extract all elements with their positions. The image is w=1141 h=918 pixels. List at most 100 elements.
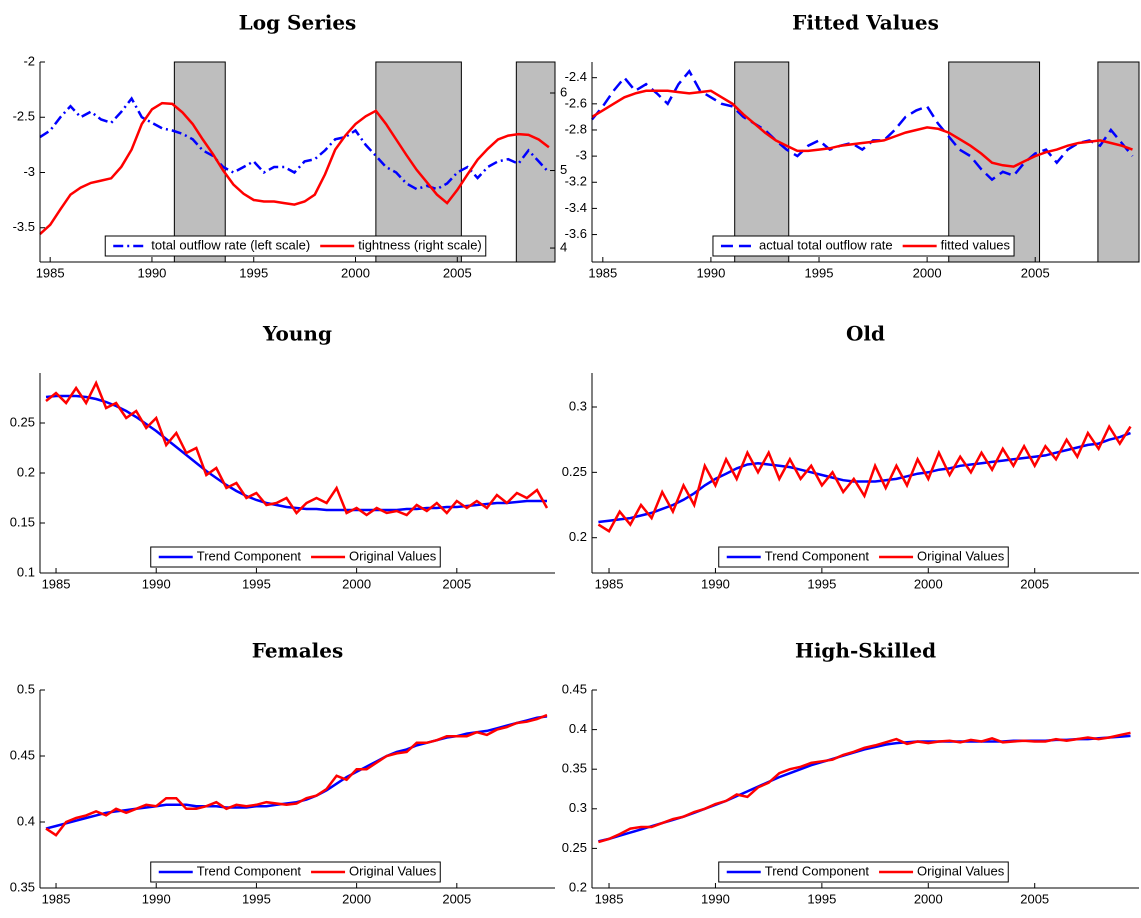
y2-tick-label: 4 <box>560 239 567 254</box>
x-tick-label: 1985 <box>595 891 624 906</box>
chart-title: Young <box>262 322 332 346</box>
y-tick-label: 0.5 <box>17 681 35 696</box>
x-tick-label: 2005 <box>443 265 472 280</box>
chart-title: Old <box>846 322 885 346</box>
y-tick-label: 0.45 <box>10 747 35 762</box>
y-tick-label: 0.25 <box>10 414 35 429</box>
panel: Fitted Values -3.6 -3.4 -3.2 -3 -2.8 -2.6 -2.4 1… <box>565 11 1140 280</box>
y-tick-label: -2 <box>23 53 35 68</box>
panel: Females 0.35 0.4 0.45 0.5 1985 1990 1995 2000 200… <box>10 639 555 906</box>
legend-label: tightness (right scale) <box>358 237 482 252</box>
y-tick-label: 0.45 <box>562 681 587 696</box>
series-line <box>45 379 549 517</box>
y-tick-label: -3.5 <box>13 219 35 234</box>
y-tick-label: 0.3 <box>569 800 587 815</box>
x-tick-label: 1995 <box>239 265 268 280</box>
y-tick-label: 0.15 <box>10 514 35 529</box>
legend: actual total outflow rate fitted values <box>712 235 1015 257</box>
legend: Trend Component Original Values <box>150 861 441 883</box>
y-tick-label: 0.2 <box>17 464 35 479</box>
legend-label: Original Values <box>917 863 1005 878</box>
x-tick-label: 2000 <box>342 576 371 591</box>
chart-title: High-Skilled <box>795 639 936 663</box>
x-tick-label: 1985 <box>595 576 624 591</box>
legend-label: Original Values <box>349 548 437 563</box>
x-tick-label: 2005 <box>1020 891 1049 906</box>
x-tick-label: 1990 <box>696 265 725 280</box>
series-line <box>598 734 1131 843</box>
legend-label: Trend Component <box>765 548 870 563</box>
legend: total outflow rate (left scale) tightness… <box>104 235 487 257</box>
panel: Log Series -3.5 -3 -2.5 -2 4 5 6 1985 1990 1995 200… <box>13 11 568 281</box>
y-tick-label: 0.4 <box>569 721 587 736</box>
legend-box <box>712 235 1015 257</box>
x-tick-label: 1995 <box>242 891 271 906</box>
x-tick-label: 2000 <box>914 576 943 591</box>
x-tick-label: 1985 <box>42 576 71 591</box>
y-tick-label: -2.5 <box>13 109 35 124</box>
legend-box <box>150 861 441 883</box>
x-tick-label: 1990 <box>701 576 730 591</box>
recession-band <box>375 61 462 263</box>
recession-band <box>1097 61 1140 263</box>
legend-box <box>150 546 441 568</box>
x-tick-label: 1995 <box>807 576 836 591</box>
y-tick-label: -3 <box>23 164 35 179</box>
legend: Trend Component Original Values <box>718 861 1009 883</box>
x-tick-label: 2000 <box>341 265 370 280</box>
legend-label: Trend Component <box>197 863 302 878</box>
x-tick-label: 2005 <box>1021 265 1050 280</box>
series-line <box>597 424 1132 533</box>
panel: High-Skilled 0.2 0.25 0.3 0.35 0.4 0.45 1985 199… <box>562 639 1139 906</box>
y2-tick-label: 5 <box>560 162 567 177</box>
chart-title: Females <box>252 639 344 663</box>
x-tick-label: 1995 <box>805 265 834 280</box>
x-tick-label: 1995 <box>242 576 271 591</box>
x-tick-label: 2000 <box>342 891 371 906</box>
y-tick-label: -3 <box>575 148 587 163</box>
legend-label: fitted values <box>941 237 1011 252</box>
legend-label: Trend Component <box>765 863 870 878</box>
y-tick-label: -3.2 <box>565 174 587 189</box>
y-tick-label: -2.4 <box>565 69 587 84</box>
x-tick-label: 1990 <box>142 576 171 591</box>
series-line <box>45 713 548 837</box>
x-tick-label: 2005 <box>442 891 471 906</box>
recession-band <box>734 61 790 263</box>
legend: Trend Component Original Values <box>718 546 1009 568</box>
series-line <box>591 68 1134 182</box>
y-tick-label: -3.4 <box>565 200 587 215</box>
y-tick-label: -2.6 <box>565 95 587 110</box>
y2-tick-label: 6 <box>560 84 567 99</box>
series-line <box>598 731 1131 844</box>
x-tick-label: 1985 <box>36 265 65 280</box>
x-tick-label: 2005 <box>1020 576 1049 591</box>
legend-label: total outflow rate (left scale) <box>151 237 310 252</box>
y-tick-label: 0.35 <box>10 879 35 894</box>
legend: Trend Component Original Values <box>150 546 441 568</box>
x-tick-label: 1990 <box>142 891 171 906</box>
chart-title: Fitted Values <box>792 11 939 35</box>
x-tick-label: 2000 <box>914 891 943 906</box>
legend-label: Original Values <box>917 548 1005 563</box>
legend-label: actual total outflow rate <box>759 237 893 252</box>
series-line <box>598 431 1131 524</box>
x-tick-label: 2000 <box>913 265 942 280</box>
y-tick-label: 0.2 <box>569 879 587 894</box>
x-tick-label: 1990 <box>137 265 166 280</box>
panel: Old 0.2 0.25 0.3 1985 1990 1995 2000 2005 Trend C… <box>562 322 1139 591</box>
x-tick-label: 1985 <box>588 265 617 280</box>
legend-box <box>104 235 487 257</box>
y-tick-label: 0.25 <box>562 840 587 855</box>
y-tick-label: -2.8 <box>565 121 587 136</box>
y-tick-label: 0.3 <box>569 398 587 413</box>
x-tick-label: 1995 <box>807 891 836 906</box>
chart-title: Log Series <box>239 11 357 35</box>
x-tick-label: 1985 <box>42 891 71 906</box>
y-tick-label: 0.4 <box>17 813 35 828</box>
x-tick-label: 2005 <box>442 576 471 591</box>
legend-label: Trend Component <box>197 548 302 563</box>
series-line <box>45 394 547 512</box>
